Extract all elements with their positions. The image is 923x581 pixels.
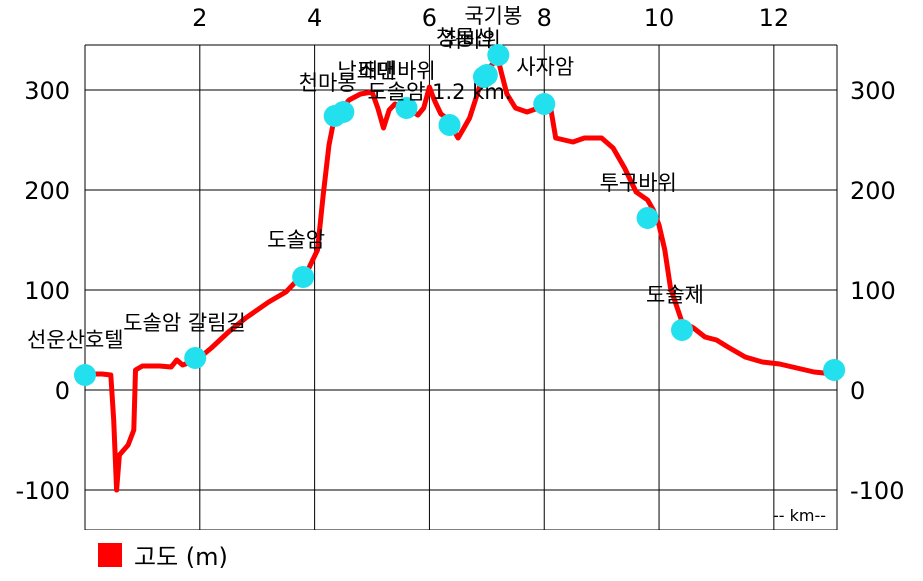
waypoint-marker bbox=[671, 319, 694, 341]
waypoint-label: 배맨바위 bbox=[358, 59, 435, 83]
y-tick-label-left: 200 bbox=[24, 177, 70, 205]
y-tick-label-right: 300 bbox=[850, 77, 896, 105]
y-tick-label-right: -100 bbox=[850, 477, 904, 505]
legend-label: 고도 (m) bbox=[134, 543, 228, 571]
waypoint-marker bbox=[395, 97, 418, 119]
x-tick-label: 2 bbox=[192, 4, 207, 32]
waypoint-marker bbox=[475, 64, 498, 86]
waypoint-marker bbox=[823, 359, 846, 381]
waypoint-marker bbox=[74, 364, 96, 386]
waypoint-label: 도솔제 bbox=[646, 283, 704, 307]
waypoint-label: 낙조대 bbox=[337, 59, 395, 83]
legend: 고도 (m) bbox=[98, 537, 228, 572]
waypoint-marker bbox=[636, 207, 659, 229]
waypoint-label: 도솔암 갈림길 bbox=[123, 311, 246, 335]
y-tick-label-left: 0 bbox=[55, 377, 70, 405]
waypoint-label: 도솔암 bbox=[267, 228, 325, 252]
y-tick-label-left: 300 bbox=[24, 77, 70, 105]
x-tick-label: 10 bbox=[644, 4, 675, 32]
waypoint-marker bbox=[438, 114, 461, 136]
x-tick-label: 12 bbox=[759, 4, 790, 32]
x-tick-label: 8 bbox=[537, 4, 552, 32]
waypoint-marker bbox=[487, 44, 510, 66]
waypoint-label: 사자암 bbox=[516, 55, 574, 79]
y-tick-label-right: 200 bbox=[850, 177, 896, 205]
y-tick-label-left: -100 bbox=[16, 477, 70, 505]
y-tick-label-right: 0 bbox=[850, 377, 865, 405]
legend-swatch bbox=[98, 542, 122, 567]
waypoint-label: 국기봉 bbox=[464, 4, 522, 28]
y-tick-label-right: 100 bbox=[850, 277, 896, 305]
waypoint-label: 선운산호텔 bbox=[27, 328, 124, 352]
waypoint-label: 천마봉 bbox=[299, 71, 357, 95]
waypoint-marker bbox=[533, 93, 556, 115]
waypoint-label: 투구바위 bbox=[600, 171, 677, 195]
axis-ticks: 2 4 6 8 10 12 -100 -100 0 0 100 100 200 200 300 300 bbox=[16, 4, 905, 505]
waypoint-marker bbox=[184, 347, 207, 369]
waypoint-marker bbox=[332, 101, 355, 123]
waypoint-label: 청룡산 bbox=[436, 26, 494, 50]
y-tick-label-left: 100 bbox=[24, 277, 70, 305]
grid-lines bbox=[84, 44, 838, 530]
x-tick-label: 6 bbox=[422, 4, 437, 32]
waypoint-marker bbox=[292, 266, 315, 288]
x-tick-label: 4 bbox=[307, 4, 322, 32]
x-axis-unit-label: -- km-- bbox=[773, 506, 826, 525]
